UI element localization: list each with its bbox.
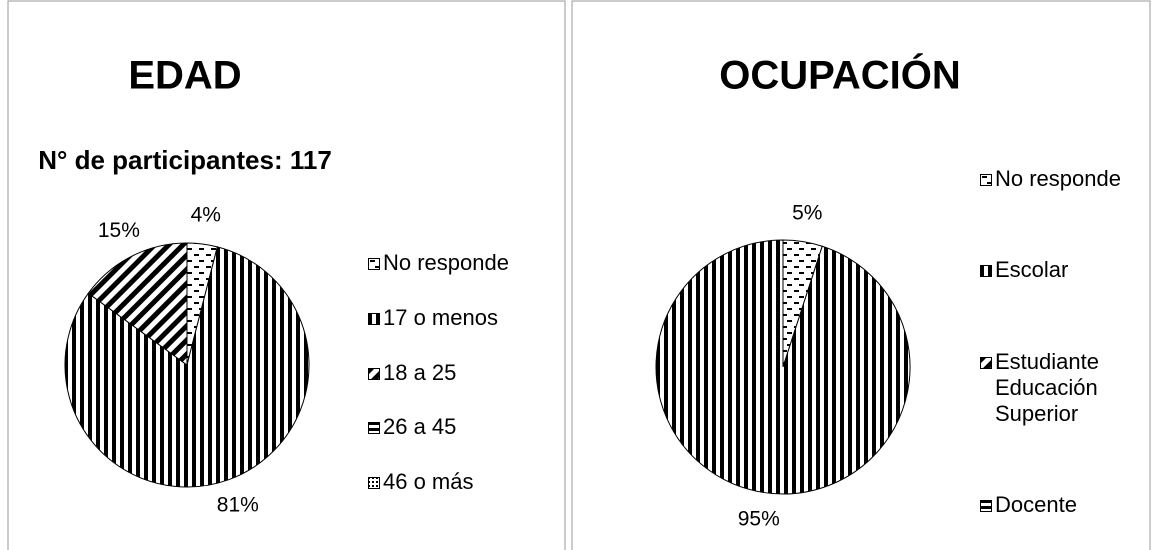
- data-label: 81%: [217, 494, 259, 517]
- data-label: 95%: [738, 508, 780, 531]
- legend-item: 17 o menos: [368, 305, 563, 331]
- legend-swatch: [980, 499, 992, 512]
- legend-item: Docente: [980, 492, 1150, 518]
- legend-label: Escolar: [995, 257, 1069, 283]
- swatch: [980, 174, 992, 186]
- chart-title: EDAD: [128, 54, 241, 98]
- legend-item: 46 o más: [368, 469, 563, 495]
- swatch: [368, 422, 380, 435]
- legend-swatch: [368, 367, 380, 380]
- pie-slice: [655, 239, 911, 495]
- legend-swatch: [368, 422, 380, 435]
- legend-swatch: [368, 258, 380, 270]
- legend-swatch: [368, 477, 380, 489]
- data-label: 5%: [792, 201, 822, 224]
- legend-item: No responde: [368, 250, 563, 276]
- legend-item: Escolar: [980, 257, 1150, 283]
- legend-swatch: [980, 174, 992, 186]
- legend-item: 26 a 45: [368, 414, 563, 440]
- legend-label: No responde: [995, 166, 1121, 191]
- swatch: [368, 312, 380, 325]
- swatch: [368, 367, 380, 380]
- swatch: [980, 499, 992, 512]
- panel: [571, 0, 1151, 550]
- legend-label: No responde: [383, 250, 509, 275]
- legend: No responde 17 o menos 18 a 25 26 a 45 46 o …: [368, 250, 563, 495]
- legend-label: 46 o más: [383, 469, 474, 494]
- legend-swatch: [980, 265, 992, 278]
- legend-label: 17 o menos: [383, 304, 498, 330]
- pie-slice: [64, 246, 310, 488]
- legend-label: Docente: [995, 491, 1077, 517]
- swatch: [368, 477, 380, 489]
- legend-swatch: [980, 356, 992, 369]
- pie-slice: [87, 242, 188, 366]
- legend: No responde Escolar Estudiante Educación S…: [980, 166, 1150, 518]
- data-label: 4%: [191, 204, 221, 227]
- swatch: [980, 356, 992, 369]
- data-label: 15%: [98, 219, 140, 242]
- legend-label: 18 a 25: [383, 359, 457, 385]
- swatch: [368, 258, 380, 270]
- legend-item: No responde: [980, 166, 1150, 192]
- swatch: [980, 265, 992, 278]
- legend-item: Estudiante Educación Superior: [980, 349, 1150, 427]
- panel: [7, 0, 566, 550]
- chart-subtitle: N° de participantes: 117: [38, 145, 332, 175]
- legend-label: 26 a 45: [383, 414, 457, 440]
- legend-swatch: [368, 312, 380, 325]
- legend-item: 18 a 25: [368, 360, 563, 386]
- chart-title: OCUPACIÓN: [719, 52, 960, 98]
- legend-label: Estudiante Educación Superior: [995, 348, 1099, 426]
